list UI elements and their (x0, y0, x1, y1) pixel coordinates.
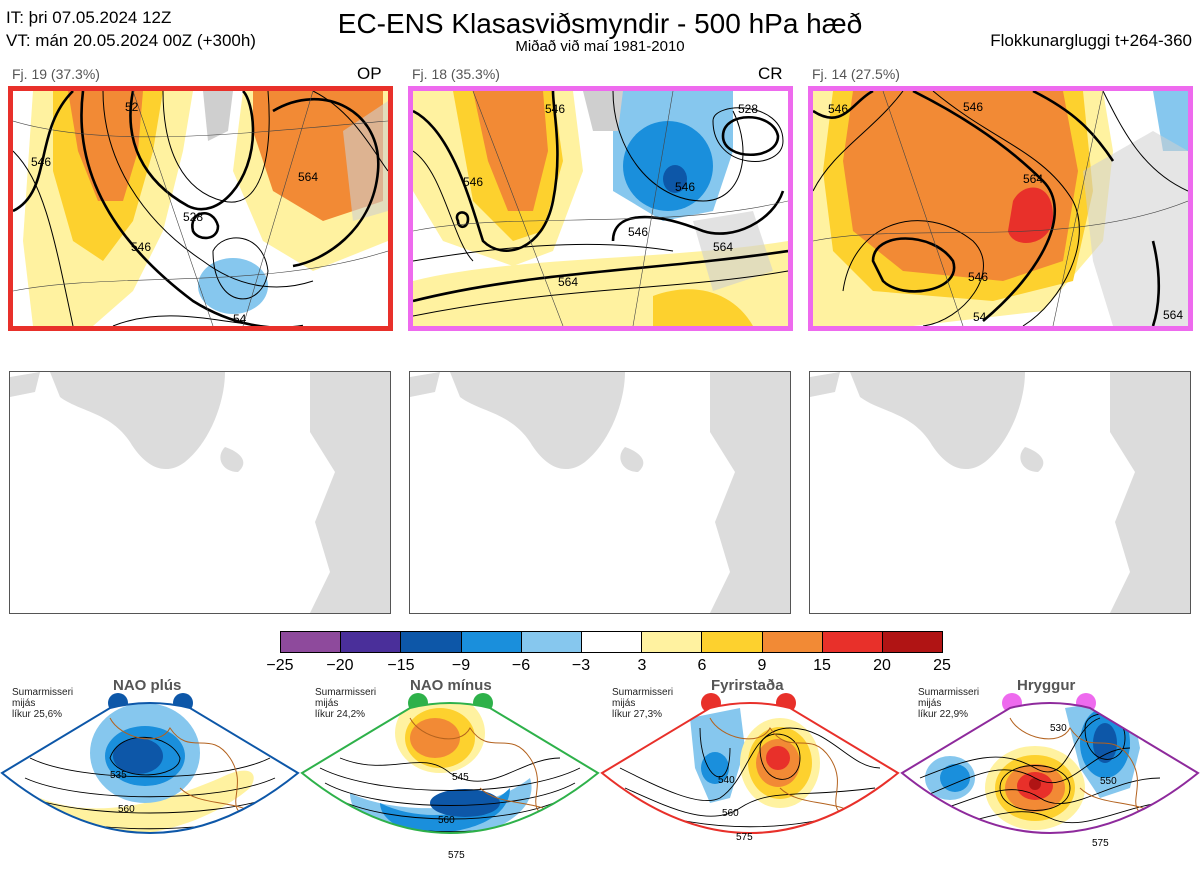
regime-1-prob: líkur 25,6% (12, 709, 63, 720)
colorbar-segment (762, 632, 823, 652)
regime-1-season: Sumarmisseri (12, 687, 74, 698)
colorbar-tick: −20 (326, 657, 354, 674)
regime-1-contour: 560 (118, 804, 135, 815)
cluster-1-label: Fj. 19 (37.3%) (12, 66, 100, 82)
regime-2-prob: líkur 24,2% (315, 709, 366, 720)
colorbar-segment (341, 632, 402, 652)
contour-label: 52 (125, 100, 139, 114)
colorbar (280, 631, 943, 653)
colorbar-tick: −6 (511, 657, 531, 674)
contour-label: 546 (545, 102, 565, 116)
regime-3-season: Sumarmisseri (612, 687, 674, 698)
contour-label: 546 (675, 180, 695, 194)
cluster-3-map: 546 564 546 564 54 546 (808, 86, 1193, 331)
contour-label: 546 (828, 102, 848, 116)
colorbar-segment (461, 632, 522, 652)
regime-3-map: 540 560 575 (600, 702, 900, 843)
page-title: EC-ENS Klasasviðsmyndir - 500 hPa hæð (337, 8, 863, 39)
cluster-2-map: 546 528 546 546 564 564 546 (408, 86, 793, 331)
colorbar-segment (702, 632, 763, 652)
regime-4-title: Hryggur (1017, 677, 1076, 694)
contour-label: 564 (713, 240, 733, 254)
regime-3-prob: líkur 27,3% (612, 709, 663, 720)
regime-2-type: mijás (315, 698, 339, 709)
regime-2-season: Sumarmisseri (315, 687, 377, 698)
regime-4-contour: 575 (1092, 838, 1109, 849)
valid-time: VT: mán 20.05.2024 00Z (+300h) (6, 31, 256, 50)
contour-label: 564 (1023, 172, 1043, 186)
colorbar-segment (882, 632, 943, 652)
contour-label: 546 (968, 270, 988, 284)
regime-4-contour: 530 (1050, 723, 1067, 734)
regime-1-map: 535 560 (0, 702, 300, 834)
contour-label: 546 (963, 100, 983, 114)
colorbar-tick: −3 (571, 657, 591, 674)
contour-label: 564 (558, 275, 578, 289)
regime-3-contour: 560 (722, 808, 739, 819)
colorbar-tick: −15 (387, 657, 415, 674)
cluster-1-tag: OP (357, 64, 382, 83)
colorbar-tick: −9 (451, 657, 471, 674)
contour-label: 528 (183, 210, 203, 224)
colorbar-segment (401, 632, 462, 652)
colorbar-tick: 15 (813, 657, 831, 674)
regime-2-contour: 575 (448, 850, 465, 861)
colorbar-tick: 20 (873, 657, 891, 674)
colorbar-segment (822, 632, 883, 652)
contour-label: 546 (31, 155, 51, 169)
colorbar-tick: 3 (637, 657, 647, 674)
init-time: IT: þri 07.05.2024 12Z (6, 8, 172, 27)
regime-2-contour: 545 (452, 772, 469, 783)
regime-2-contour: 560 (438, 815, 455, 826)
regime-4-map: 530 550 575 (900, 702, 1200, 849)
page-subtitle: Miðað við maí 1981-2010 (515, 38, 685, 55)
contour-label: 528 (738, 102, 758, 116)
regime-1-title: NAO plús (113, 677, 182, 694)
contour-label: 54 (973, 310, 987, 324)
colorbar-segment (281, 632, 342, 652)
colorbar-tick: −25 (266, 657, 294, 674)
contour-label: 546 (131, 240, 151, 254)
regime-2-map: 545 560 575 (300, 702, 600, 861)
regime-4-contour: 550 (1100, 776, 1117, 787)
colorbar-segment (581, 632, 643, 652)
empty-map-1 (9, 371, 391, 614)
regime-1-type: mijás (12, 698, 36, 709)
contour-label: 546 (463, 175, 483, 189)
empty-map-3 (809, 371, 1191, 614)
regime-3-title: Fyrirstaða (711, 677, 784, 694)
contour-label: 546 (628, 225, 648, 239)
contour-label: 54 (233, 312, 247, 326)
cluster-1-map: 546 528 564 546 52 54 (8, 86, 393, 331)
colorbar-tick: 25 (933, 657, 951, 674)
regime-3-contour: 575 (736, 832, 753, 843)
cluster-3-label: Fj. 14 (27.5%) (812, 66, 900, 82)
contour-label: 564 (1163, 308, 1183, 322)
colorbar-tick: 9 (757, 657, 767, 674)
regime-3-type: mijás (612, 698, 636, 709)
cluster-2-label: Fj. 18 (35.3%) (412, 66, 500, 82)
classification-window: Flokkunargluggi t+264-360 (990, 31, 1192, 50)
regime-4-season: Sumarmisseri (918, 687, 980, 698)
regime-4-prob: líkur 22,9% (918, 709, 969, 720)
colorbar-tick: 6 (697, 657, 707, 674)
empty-map-2 (409, 371, 791, 614)
regime-3-contour: 540 (718, 775, 735, 786)
regime-4-type: mijás (918, 698, 942, 709)
colorbar-segment (642, 632, 703, 652)
colorbar-segment (521, 632, 582, 652)
regime-2-title: NAO mínus (410, 677, 492, 694)
regime-1-contour: 535 (110, 770, 127, 781)
contour-label: 564 (298, 170, 318, 184)
cluster-2-tag: CR (758, 64, 783, 83)
